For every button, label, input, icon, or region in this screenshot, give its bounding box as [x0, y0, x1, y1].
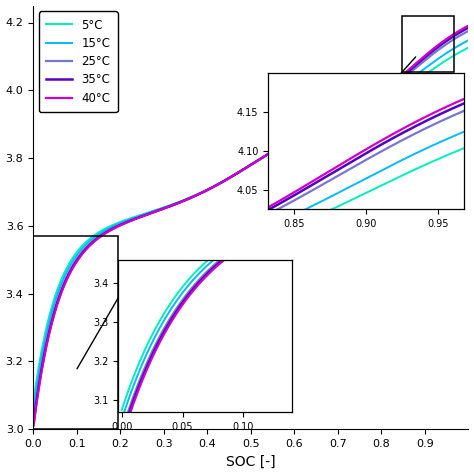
- 15°C: [465, 37, 471, 43]
- 40°C: [177, 200, 183, 205]
- 15°C: [104, 227, 109, 232]
- 25°C: [259, 155, 264, 161]
- 35°C: [465, 25, 471, 31]
- Line: 40°C: 40°C: [34, 26, 468, 426]
- 25°C: [219, 179, 225, 185]
- 35°C: [219, 179, 225, 185]
- 40°C: [104, 229, 109, 235]
- 15°C: [88, 237, 94, 243]
- Line: 5°C: 5°C: [34, 48, 468, 401]
- Line: 25°C: 25°C: [34, 31, 468, 419]
- 35°C: [259, 155, 264, 161]
- 25°C: [88, 240, 94, 246]
- 5°C: [104, 225, 109, 231]
- X-axis label: SOC [-]: SOC [-]: [226, 455, 275, 468]
- 35°C: [268, 149, 274, 155]
- 15°C: [219, 179, 225, 185]
- 40°C: [259, 155, 264, 161]
- 25°C: [31, 416, 36, 422]
- 40°C: [465, 23, 471, 29]
- 5°C: [259, 155, 264, 161]
- 5°C: [268, 149, 274, 155]
- 40°C: [31, 423, 36, 428]
- 40°C: [219, 179, 225, 185]
- 15°C: [259, 155, 264, 161]
- 25°C: [268, 149, 274, 155]
- 25°C: [104, 228, 109, 234]
- 5°C: [465, 45, 471, 51]
- Bar: [33, 236, 118, 429]
- 15°C: [177, 199, 183, 205]
- 35°C: [177, 200, 183, 205]
- 35°C: [31, 420, 36, 426]
- 35°C: [88, 241, 94, 246]
- 15°C: [268, 149, 274, 155]
- Line: 15°C: 15°C: [34, 40, 468, 409]
- 40°C: [268, 149, 274, 155]
- 15°C: [31, 406, 36, 411]
- 35°C: [104, 229, 109, 235]
- Bar: [402, 16, 454, 72]
- 5°C: [177, 199, 183, 204]
- Legend: 5°C, 15°C, 25°C, 35°C, 40°C: 5°C, 15°C, 25°C, 35°C, 40°C: [39, 11, 118, 112]
- Line: 35°C: 35°C: [34, 28, 468, 423]
- 25°C: [177, 200, 183, 205]
- 25°C: [465, 28, 471, 34]
- 5°C: [219, 179, 225, 185]
- 5°C: [31, 398, 36, 403]
- 5°C: [88, 235, 94, 240]
- 40°C: [88, 241, 94, 247]
